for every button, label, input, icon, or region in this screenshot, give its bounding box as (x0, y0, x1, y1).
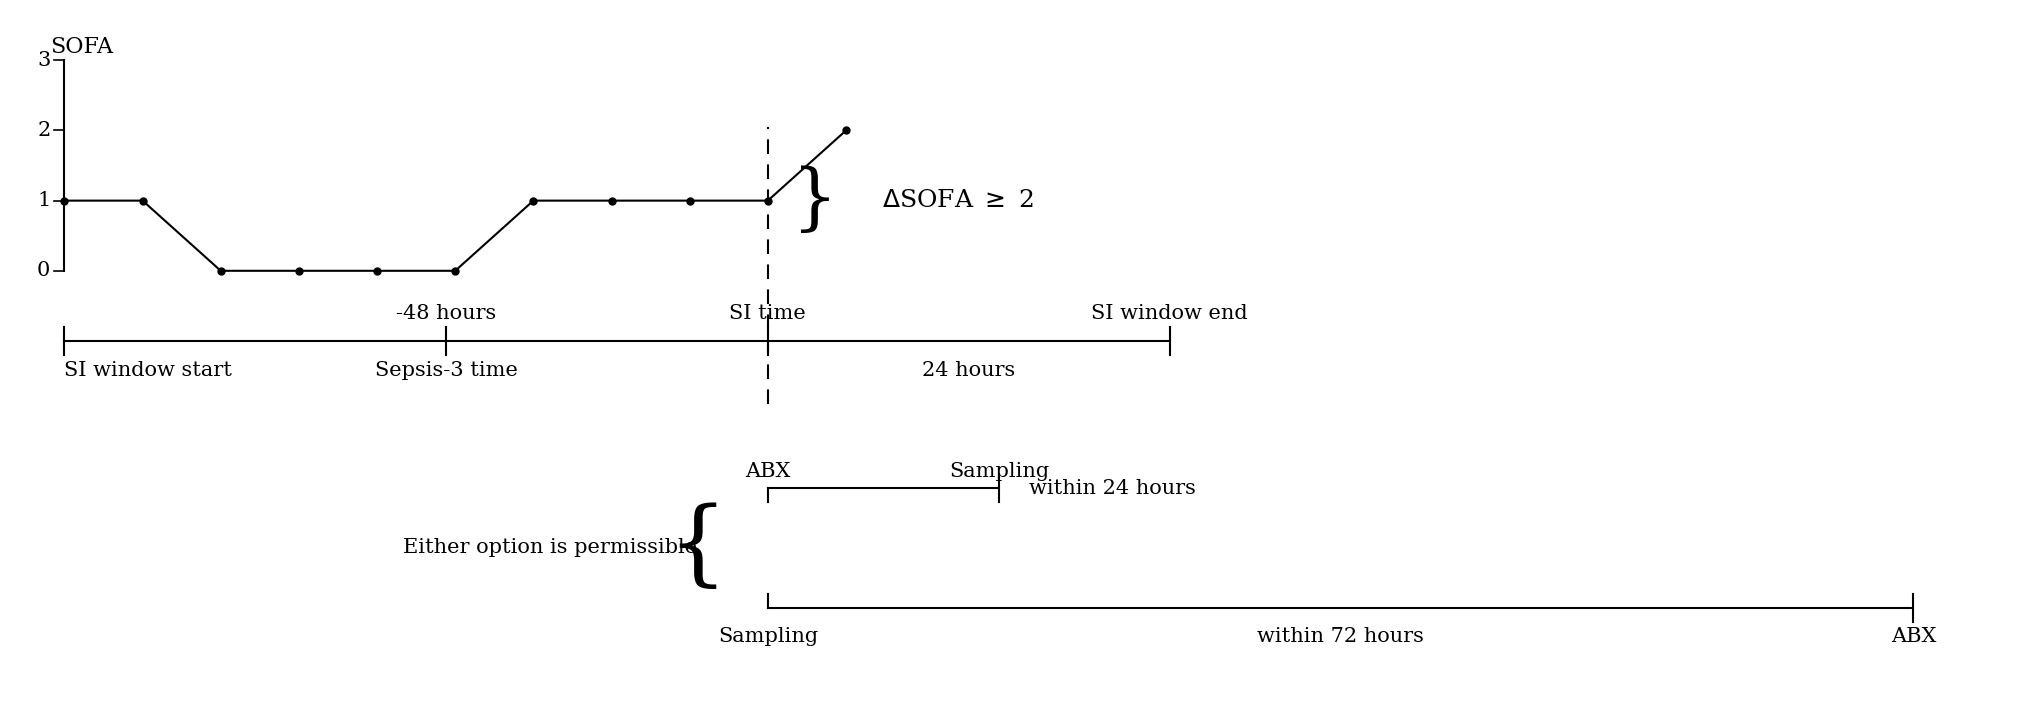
Text: 3: 3 (36, 51, 50, 70)
Text: Sepsis-3 time: Sepsis-3 time (375, 361, 519, 380)
Text: ABX: ABX (1891, 627, 1935, 646)
Text: 0: 0 (36, 261, 50, 280)
Text: Sampling: Sampling (718, 627, 817, 646)
Text: SI time: SI time (728, 305, 807, 324)
Text: 1: 1 (36, 191, 50, 210)
Text: }: } (791, 165, 837, 236)
Text: 24 hours: 24 hours (922, 361, 1015, 380)
Text: -48 hours: -48 hours (396, 305, 496, 324)
Text: Either option is permissible: Either option is permissible (404, 538, 698, 557)
Text: within 72 hours: within 72 hours (1257, 627, 1425, 646)
Text: SI window start: SI window start (65, 361, 232, 380)
Text: within 24 hours: within 24 hours (1029, 479, 1197, 498)
Text: 2: 2 (36, 121, 50, 140)
Text: ABX: ABX (745, 462, 791, 481)
Text: Sampling: Sampling (948, 462, 1049, 481)
Text: SOFA: SOFA (50, 36, 113, 58)
Text: {: { (668, 503, 728, 593)
Text: $\Delta$SOFA $\geq$ 2: $\Delta$SOFA $\geq$ 2 (882, 189, 1035, 212)
Text: SI window end: SI window end (1092, 305, 1247, 324)
